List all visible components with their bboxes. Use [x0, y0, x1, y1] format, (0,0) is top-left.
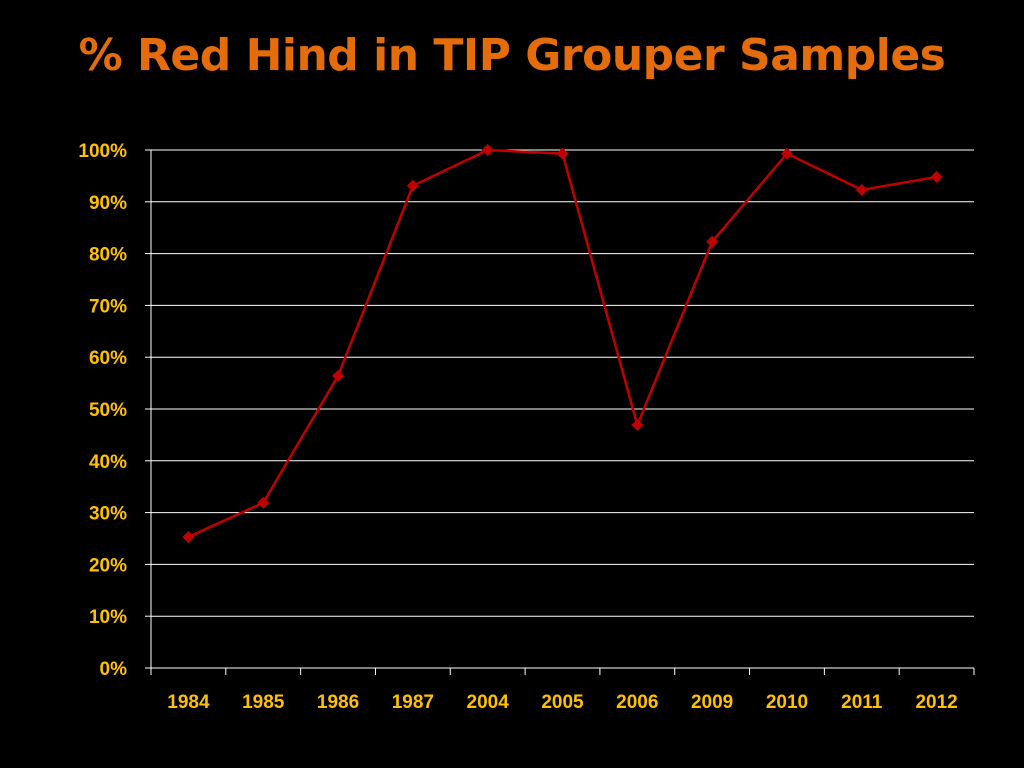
- y-tick-label: 60%: [89, 348, 127, 369]
- y-tick-label: 0%: [100, 659, 128, 680]
- y-tick-label: 100%: [78, 141, 127, 162]
- y-tick-label: 20%: [89, 555, 127, 576]
- series-line: [187, 148, 937, 539]
- x-tick-label: 2004: [467, 692, 510, 713]
- data-point-marker: [780, 147, 793, 160]
- x-tick-label: 2011: [841, 692, 883, 713]
- y-axis-tick-labels: 0% 10% 20% 30% 40% 50% 60% 70% 80% 90% 100%: [78, 141, 127, 680]
- gridlines: [151, 149, 974, 617]
- y-tick-label: 90%: [89, 193, 127, 214]
- data-point-marker: [406, 179, 419, 192]
- x-tick-label: 2012: [915, 692, 957, 713]
- data-point-marker: [855, 183, 868, 196]
- x-tick-label: 1987: [392, 692, 434, 713]
- x-tick-label: 2006: [616, 692, 658, 713]
- x-tick-label: 2010: [766, 692, 808, 713]
- data-point-marker: [930, 170, 943, 183]
- x-axis-tick-labels: 1984 1985 1986 1987 2004 2005 2006 2009 2010 2011…: [167, 692, 957, 713]
- x-tick-label: 1985: [242, 692, 285, 713]
- y-tick-label: 80%: [89, 245, 127, 266]
- data-point-marker: [182, 530, 195, 543]
- data-point-marker: [706, 235, 719, 248]
- x-tick-label: 2005: [541, 692, 584, 713]
- x-tick-label: 1984: [167, 692, 210, 713]
- y-tick-label: 50%: [89, 400, 127, 421]
- y-tick-label: 10%: [89, 607, 127, 628]
- data-point-marker: [481, 144, 494, 156]
- data-point-marker: [556, 147, 569, 160]
- x-tick-label: 1986: [317, 692, 359, 713]
- chart-title: % Red Hind in TIP Grouper Samples: [78, 30, 946, 81]
- x-tick-label: 2009: [691, 692, 733, 713]
- y-tick-label: 70%: [89, 296, 127, 317]
- data-series: [182, 144, 943, 543]
- data-point-marker: [257, 496, 270, 509]
- y-tick-label: 40%: [89, 452, 127, 473]
- data-point-marker: [631, 419, 644, 432]
- y-tick-label: 30%: [89, 504, 127, 525]
- axes: [145, 149, 975, 675]
- data-point-marker: [332, 369, 345, 382]
